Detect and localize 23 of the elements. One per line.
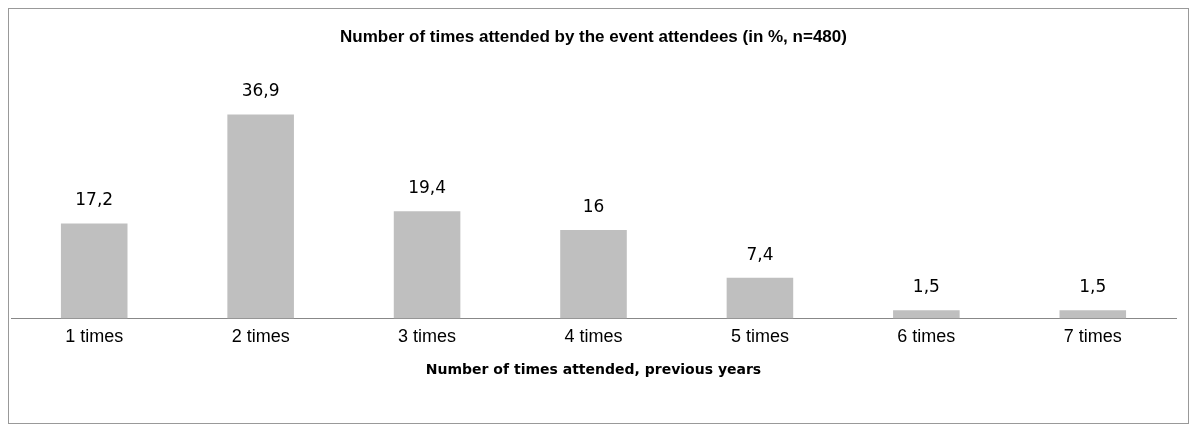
data-label: 36,9	[241, 80, 280, 101]
bar	[393, 211, 461, 319]
bar	[227, 114, 294, 319]
bar	[893, 310, 960, 319]
chart-title: Number of times attended by the event attendees (in %, n=480)	[340, 26, 847, 46]
data-label: 19,4	[408, 177, 446, 198]
data-label: 1,5	[912, 276, 940, 297]
x-axis-title: Number of times attended, previous years	[425, 361, 762, 378]
x-tick-label: 7 times	[1063, 326, 1122, 347]
x-tick-label: 1 times	[65, 326, 124, 347]
x-tick-label: 2 times	[231, 326, 290, 347]
x-tick-label: 4 times	[564, 326, 623, 347]
data-label: 1,5	[1079, 276, 1107, 297]
bar	[726, 277, 794, 319]
data-label: 17,2	[75, 189, 114, 210]
bar	[60, 223, 128, 319]
data-label: 7,4	[746, 243, 774, 264]
bar	[1059, 310, 1127, 319]
bar	[560, 230, 627, 319]
x-tick-label: 6 times	[897, 326, 956, 347]
x-tick-label: 3 times	[398, 326, 457, 347]
x-tick-label: 5 times	[730, 326, 789, 347]
data-label: 16	[582, 196, 605, 217]
